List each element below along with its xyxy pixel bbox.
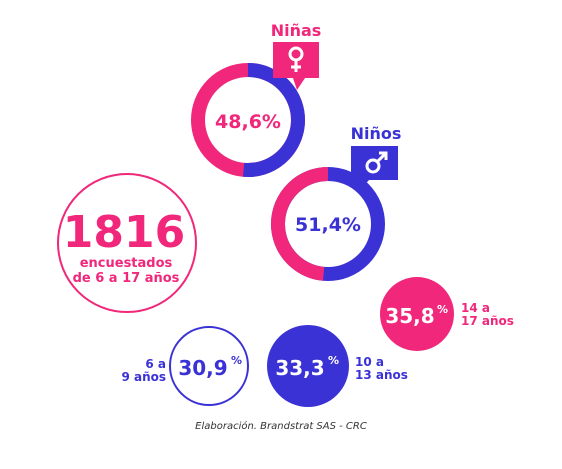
ninas-tag: Niñas xyxy=(271,21,322,90)
ninos-value: 51,4% xyxy=(295,214,361,236)
age-group-14-17-value: 35,8 xyxy=(385,304,434,328)
age-group-10-13-label-line1: 10 a xyxy=(355,355,384,369)
age-group-14-17-label: 14 a 17 años xyxy=(461,302,514,327)
age-group-6-9-label-line1: 6 a xyxy=(145,357,166,371)
ninas-value: 48,6% xyxy=(215,111,281,133)
total-circle-outline xyxy=(57,173,197,313)
ninos-donut: 51,4% xyxy=(271,167,385,281)
age-group-6-9-percent: % xyxy=(231,354,242,367)
age-group-10-13-label-line2: 13 años xyxy=(355,367,408,382)
age-group-10-13: 33,3 % xyxy=(267,325,349,407)
total-number: 1816 xyxy=(63,207,185,258)
age-group-10-13-circle xyxy=(267,325,349,407)
age-group-14-17-label-line1: 14 a xyxy=(461,301,490,315)
ninos-title: Niños xyxy=(351,124,402,143)
age-group-10-13-value: 33,3 xyxy=(275,356,324,380)
ninas-donut-blue-segment xyxy=(243,63,305,177)
female-icon xyxy=(288,46,304,72)
ninas-donut: 48,6% xyxy=(191,63,305,177)
ninos-donut-pink-segment xyxy=(271,167,329,281)
total-line1: encuestados xyxy=(80,256,173,271)
age-group-6-9-label-line2: 9 años xyxy=(121,369,166,384)
age-group-14-17: 35,8 % xyxy=(380,277,454,351)
age-group-6-9: 30,9 % xyxy=(169,326,249,406)
age-group-6-9-value: 30,9 xyxy=(178,356,227,380)
age-group-6-9-circle xyxy=(169,326,249,406)
age-group-14-17-label-line2: 17 años xyxy=(461,313,514,328)
total-circle: 1816 encuestados de 6 a 17 años xyxy=(57,173,197,313)
male-icon xyxy=(365,151,388,174)
age-group-10-13-label: 10 a 13 años xyxy=(355,356,408,381)
age-group-14-17-circle xyxy=(380,277,454,351)
ninas-title: Niñas xyxy=(271,21,322,40)
total-line2: de 6 a 17 años xyxy=(73,271,180,286)
ninos-tag: Niños xyxy=(351,124,402,192)
source-note: Elaboración. Brandstrat SAS - CRC xyxy=(195,421,367,432)
age-group-6-9-label: 6 a 9 años xyxy=(108,358,166,383)
age-group-14-17-percent: % xyxy=(437,303,448,316)
age-group-10-13-percent: % xyxy=(328,354,339,367)
